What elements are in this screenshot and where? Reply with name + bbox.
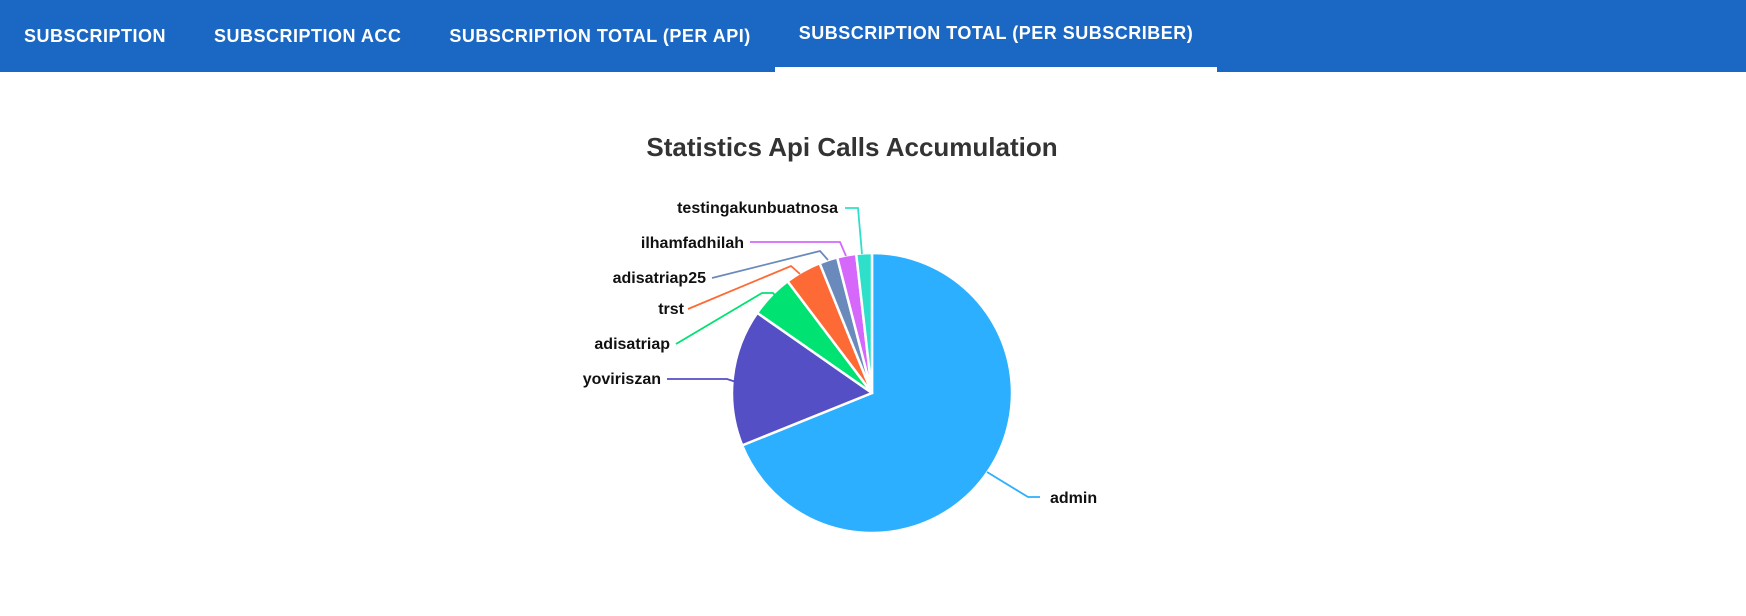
tab-subscription-total-per-api[interactable]: SUBSCRIPTION TOTAL (PER API) — [425, 0, 774, 72]
chart-region: Statistics Api Calls Accumulation testin… — [0, 72, 1746, 616]
top-navbar: SUBSCRIPTION SUBSCRIPTION ACC SUBSCRIPTI… — [0, 0, 1746, 72]
label-yoviriszan: yoviriszan — [583, 371, 661, 388]
tab-subscription-total-per-subscriber-label: SUBSCRIPTION TOTAL (PER SUBSCRIBER) — [798, 23, 1194, 43]
label-admin: admin — [1050, 490, 1097, 507]
tab-subscription-acc[interactable]: SUBSCRIPTION ACC — [190, 0, 425, 72]
tab-subscription-acc-label: SUBSCRIPTION ACC — [214, 25, 402, 46]
connector-adisatriap — [675, 292, 780, 345]
connector-ilhamfadhilah — [750, 241, 847, 257]
pie-chart: Statistics Api Calls Accumulation testin… — [583, 132, 1097, 535]
label-ilhamfadhilah: ilhamfadhilah — [641, 235, 744, 252]
pie-slice-admin[interactable] — [740, 251, 1014, 535]
label-testingakunbuatnosa: testingakunbuatnosa — [677, 200, 838, 217]
slice-labels: testingakunbuatnosa ilhamfadhilah adisat… — [583, 200, 1097, 507]
connector-admin — [986, 471, 1040, 498]
label-adisatriap25: adisatriap25 — [613, 270, 706, 287]
label-adisatriap: adisatriap — [594, 336, 670, 353]
tab-subscription[interactable]: SUBSCRIPTION — [0, 0, 190, 72]
connector-trst — [687, 264, 801, 310]
pie-slice-testingakunbuatnosa[interactable] — [854, 251, 874, 395]
chart-title: Statistics Api Calls Accumulation — [646, 132, 1057, 162]
label-connectors — [667, 207, 1040, 498]
tab-subscription-total-per-api-label: SUBSCRIPTION TOTAL (PER API) — [449, 25, 751, 46]
tab-subscription-total-per-subscriber[interactable]: SUBSCRIPTION TOTAL (PER SUBSCRIBER) — [774, 0, 1218, 72]
pie-slices — [730, 251, 1014, 535]
pie-slice-yoviriszan[interactable] — [730, 311, 874, 447]
tab-subscription-label: SUBSCRIPTION — [24, 25, 167, 46]
label-trst: trst — [658, 301, 684, 318]
connector-adisatriap25 — [711, 249, 829, 279]
connector-yoviriszan — [667, 378, 737, 383]
connector-testingakunbuatnosa — [845, 207, 863, 255]
